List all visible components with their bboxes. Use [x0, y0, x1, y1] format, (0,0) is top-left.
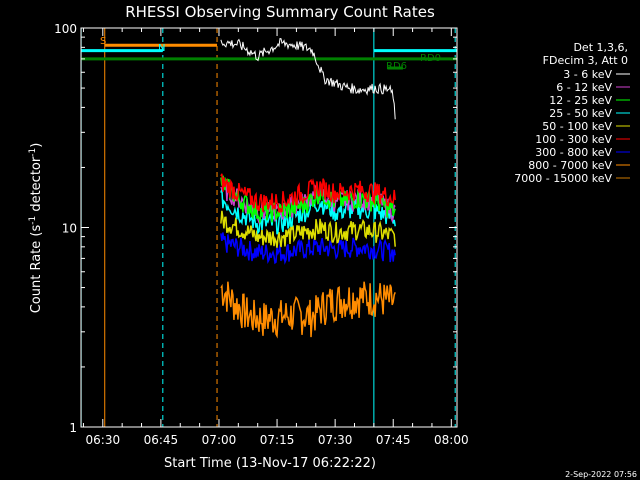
- legend-label: 12 - 25 keV: [549, 94, 612, 107]
- n-label: N: [158, 43, 165, 54]
- series-line-300-800keV: [220, 232, 396, 265]
- x-axis: 06:30 06:45 07:00 07:15 07:30 07:45 08:00: [82, 28, 469, 447]
- x-tick-label: 07:30: [318, 433, 353, 447]
- y-tick-label: 1: [69, 421, 77, 435]
- footer-timestamp: 2-Sep-2022 07:56: [565, 470, 637, 479]
- rd6-label: RD6: [386, 61, 407, 72]
- x-axis-label: Start Time (13-Nov-17 06:22:22): [164, 456, 376, 471]
- x-tick-label: 08:00: [434, 433, 469, 447]
- series-line-12-25keV: [220, 175, 396, 223]
- y-tick-label: 100: [54, 22, 77, 36]
- series-line-3-6keV: [220, 38, 396, 120]
- x-tick-label: 07:15: [260, 433, 295, 447]
- legend-label: 50 - 100 keV: [542, 120, 612, 133]
- series-line-800-7000keV: [220, 281, 396, 339]
- chart-title: RHESSI Observing Summary Count Rates: [125, 3, 435, 21]
- series-line-25-50keV: [220, 189, 396, 235]
- legend-label: 7000 - 15000 keV: [514, 172, 612, 185]
- s-label: S: [100, 36, 106, 47]
- legend-header-2: FDecim 3, Att 0: [543, 54, 628, 67]
- legend-label: 6 - 12 keV: [556, 81, 612, 94]
- x-tick-label: 06:45: [144, 433, 179, 447]
- legend-header-1: Det 1,3,6,: [573, 41, 628, 54]
- series-line-50-100keV: [220, 210, 396, 248]
- y-axis-label: Count Rate (s-1 detector-1): [28, 143, 44, 314]
- y-tick-label: 10: [62, 222, 77, 236]
- y-axis: 1 10 100: [54, 22, 457, 435]
- legend-label: 100 - 300 keV: [535, 133, 612, 146]
- rd0-label: RD0: [420, 53, 441, 64]
- series-line-100-300keV: [220, 173, 396, 213]
- x-tick-label: 06:30: [86, 433, 121, 447]
- legend-label: 3 - 6 keV: [563, 68, 612, 81]
- legend-label: 300 - 800 keV: [535, 146, 612, 159]
- x-tick-label: 07:00: [202, 433, 237, 447]
- plot-area: [80, 28, 457, 427]
- legend-label: 800 - 7000 keV: [528, 159, 612, 172]
- legend-label: 25 - 50 keV: [549, 107, 612, 120]
- x-tick-label: 07:45: [376, 433, 411, 447]
- plot-frame: [80, 27, 458, 428]
